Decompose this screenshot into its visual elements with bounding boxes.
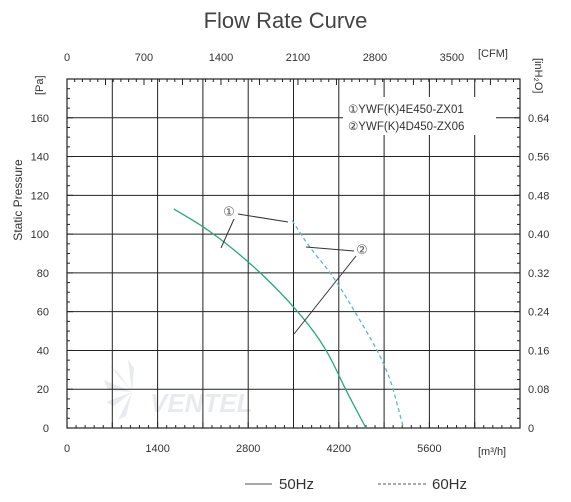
x-top-tick-label: 0 [64, 52, 70, 64]
y-left-tick-label: 40 [37, 345, 49, 357]
y-right-unit: [inH₂O] [532, 58, 544, 93]
y-right-tick-label: 0.64 [528, 113, 549, 125]
callout-1: ① [223, 205, 235, 220]
x-bottom-tick-label: 0 [64, 443, 70, 455]
callout-2-leader-a [305, 246, 355, 252]
chart-title: Flow Rate Curve [203, 8, 368, 33]
bottom-legend: 50Hz 60Hz [245, 476, 467, 493]
y-left-unit: [Pa] [34, 75, 46, 95]
callout-1-leader-a [237, 213, 289, 223]
x-top-unit: [CFM] [478, 48, 508, 60]
y-left-tick-label: 120 [31, 190, 49, 202]
x-bottom-tick-label: 5600 [417, 443, 441, 455]
callout-1-leader-b [220, 218, 235, 249]
series-line-60hz [291, 220, 405, 429]
y-axis-label: Static Pressure [11, 159, 25, 241]
y-left-tick-label: 80 [37, 268, 49, 280]
watermark-text: VENTEL [150, 388, 253, 418]
y-right-tick-label: 0.16 [528, 345, 549, 357]
y-left-tick-label: 140 [31, 152, 49, 164]
y-right-tick-label: 0.08 [528, 384, 549, 396]
chart-grid [67, 79, 520, 428]
y-right-tick-label: 0.48 [528, 190, 549, 202]
y-left-tick-label: 0 [43, 423, 49, 435]
y-right-tick-label: 0.40 [528, 229, 549, 241]
y-left-tick-label: 20 [37, 384, 49, 396]
y-left-tick-label: 100 [31, 229, 49, 241]
y-right-tick-label: 0.32 [528, 268, 549, 280]
x-top-tick-label: 2100 [286, 52, 310, 64]
x-top-tick-label: 2800 [363, 52, 387, 64]
y-right-tick-label: 0.56 [528, 152, 549, 164]
data-series [173, 208, 405, 429]
x-top-tick-label: 700 [135, 52, 153, 64]
legend-50hz-label: 50Hz [279, 476, 314, 493]
ventel-watermark-logo: VENTEL [104, 360, 253, 420]
x-top-tick-label: 3500 [440, 52, 464, 64]
y-left-tick-label: 160 [31, 113, 49, 125]
x-bottom-unit: [m³/h] [478, 446, 506, 458]
callout-2-leader-b [293, 255, 357, 335]
series-callouts: ①② [220, 205, 368, 335]
x-bottom-tick-label: 2800 [236, 443, 260, 455]
legend-60hz-label: 60Hz [432, 476, 467, 493]
y-left-tick-label: 60 [37, 307, 49, 319]
x-top-tick-label: 1400 [209, 52, 233, 64]
legend-entry-1: ①YWF(K)4E450-ZX01 [348, 104, 464, 116]
x-bottom-tick-label: 1400 [145, 443, 169, 455]
x-bottom-tick-label: 4200 [327, 443, 351, 455]
series-line-50hz [173, 208, 367, 429]
y-right-tick-label: 0 [528, 423, 534, 435]
callout-2: ② [356, 243, 368, 258]
legend-entry-2: ②YWF(K)4D450-ZX06 [348, 121, 464, 133]
axis-ticks [66, 78, 521, 429]
chart-legend: ①YWF(K)4E450-ZX01 ②YWF(K)4D450-ZX06 [343, 97, 496, 135]
y-right-tick-label: 0.24 [528, 307, 549, 319]
